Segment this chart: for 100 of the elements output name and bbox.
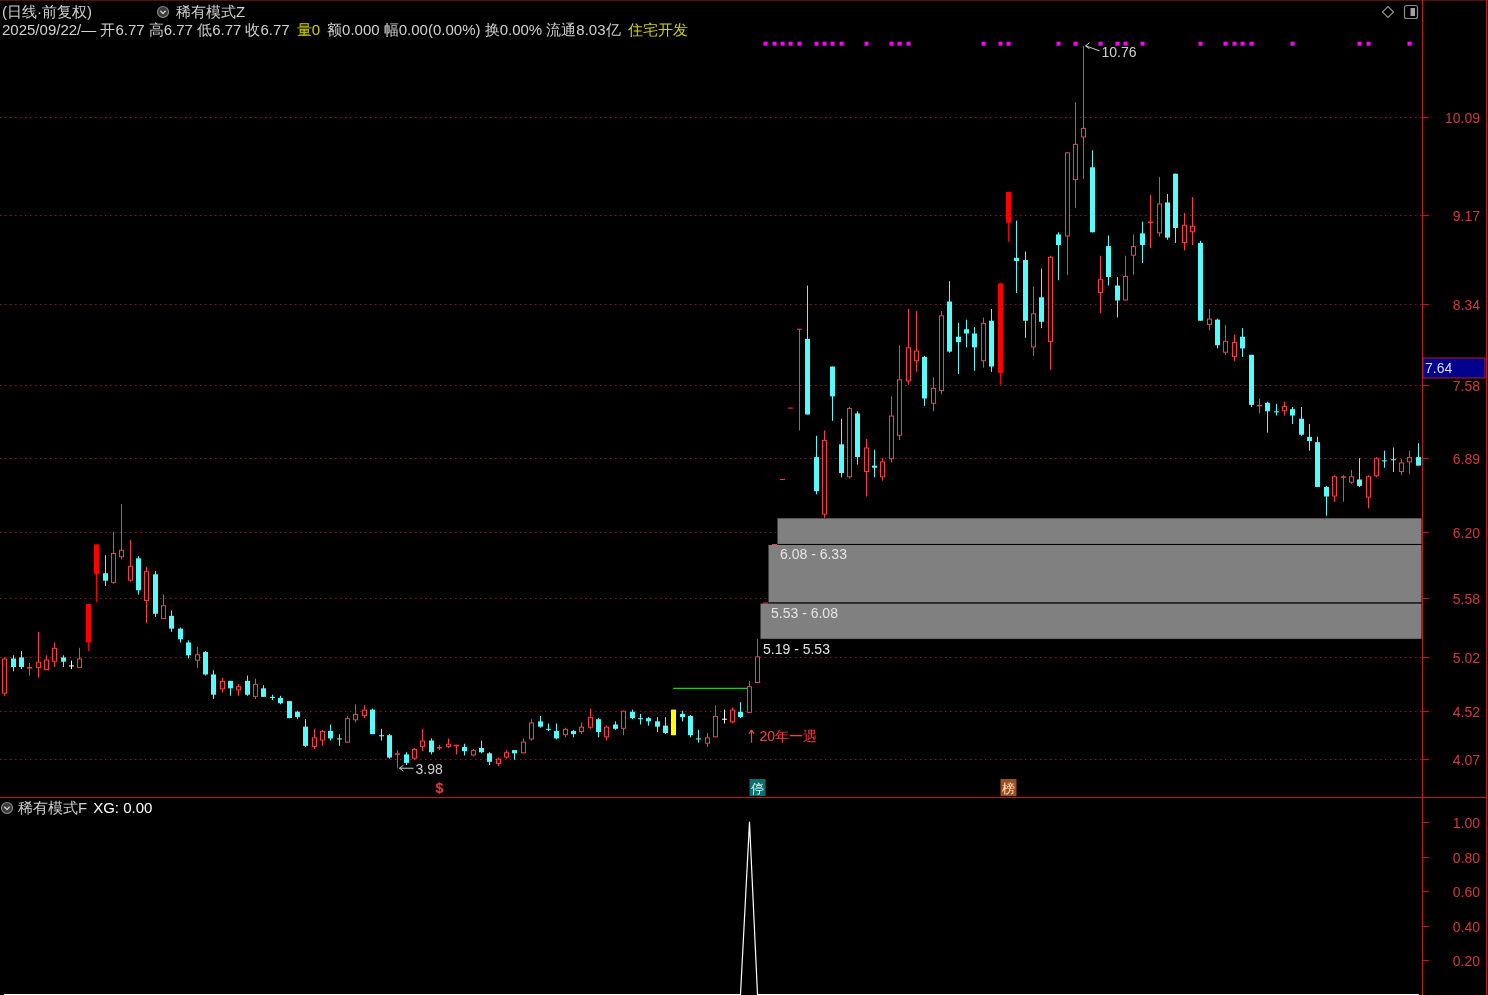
text: 7.64 xyxy=(1425,360,1453,376)
candlestick xyxy=(1240,327,1245,358)
annotation: 3.98 xyxy=(415,761,443,778)
y-tick-label: 1.00 xyxy=(1452,814,1481,831)
candlestick xyxy=(721,709,728,724)
candlestick xyxy=(956,322,961,375)
candlestick xyxy=(914,310,919,373)
candlestick xyxy=(1207,308,1212,331)
annotation: 稀有模式Z xyxy=(176,3,246,20)
text: 2025/09/22/— 开6.77 高6.77 低6.77 收6.77 xyxy=(2,21,290,38)
chart-title: (日线·前复权) xyxy=(2,3,92,20)
candlestick xyxy=(1014,220,1019,294)
candlestick xyxy=(345,715,350,744)
chart-title: 稀有模式F xyxy=(18,799,88,816)
candlestick xyxy=(337,733,342,747)
candlestick xyxy=(303,718,308,748)
candlestick xyxy=(128,539,133,583)
candlestick xyxy=(19,650,24,670)
candlestick xyxy=(161,594,166,620)
candlestick xyxy=(103,554,108,587)
candlestick xyxy=(696,729,701,744)
y-tick-label: 0.80 xyxy=(1452,849,1481,866)
candlestick xyxy=(1190,196,1195,246)
candlestick xyxy=(1223,324,1228,356)
candlestick xyxy=(529,718,534,742)
candlestick xyxy=(1407,450,1412,475)
y-tick-label: 7.58 xyxy=(1452,377,1481,394)
candlestick xyxy=(713,704,718,738)
candlestick xyxy=(864,438,869,498)
candlestick xyxy=(195,646,200,669)
candlestick xyxy=(1332,474,1337,503)
candlestick xyxy=(638,713,643,726)
candlestick xyxy=(621,710,626,736)
annotation: 20年一遇 xyxy=(759,727,818,744)
y-tick-label: 4.52 xyxy=(1452,703,1481,720)
candlestick xyxy=(353,703,358,723)
band-label: 6.08 - 6.33 xyxy=(780,546,848,563)
y-tick-label: 6.20 xyxy=(1452,524,1481,541)
candlestick xyxy=(1182,212,1187,251)
y-tick-label: 8.34 xyxy=(1452,296,1481,313)
candlestick xyxy=(1357,457,1362,488)
candlestick xyxy=(253,678,258,700)
y-tick-label: 5.58 xyxy=(1452,590,1481,607)
candlestick xyxy=(1148,194,1153,249)
annotation: 榜 xyxy=(1002,781,1015,796)
candlestick xyxy=(1265,401,1270,434)
candlestick xyxy=(964,319,969,348)
candlestick xyxy=(1341,474,1346,503)
candlestick xyxy=(1131,233,1136,276)
candlestick xyxy=(169,610,174,633)
candlestick xyxy=(420,728,425,752)
candlestick xyxy=(1391,447,1396,473)
candlestick xyxy=(1140,221,1145,264)
candlestick xyxy=(1324,485,1329,517)
candlestick xyxy=(203,650,208,677)
y-tick-label: 10.09 xyxy=(1444,109,1481,126)
band-label: 5.53 - 6.08 xyxy=(771,605,839,622)
candlestick xyxy=(1416,442,1421,467)
candlestick xyxy=(387,733,392,760)
candlestick xyxy=(1299,406,1304,437)
y-tick-label: 6.89 xyxy=(1452,450,1481,467)
candlestick xyxy=(379,728,384,742)
candlestick xyxy=(1098,255,1103,314)
candlestick xyxy=(688,714,693,738)
y-tick-label: 0.20 xyxy=(1452,952,1481,969)
candlestick xyxy=(588,708,593,730)
candlestick xyxy=(1374,456,1379,478)
candlestick xyxy=(596,717,601,738)
annotation: 停 xyxy=(751,781,764,796)
y-tick-label: 0.60 xyxy=(1452,883,1481,900)
candlestick xyxy=(972,326,977,372)
candlestick xyxy=(546,722,551,732)
candlestick xyxy=(1274,403,1279,417)
annotation: 住宅开发 xyxy=(626,21,688,38)
candlestick xyxy=(312,728,317,750)
candlestick xyxy=(1115,276,1120,319)
candlestick xyxy=(1232,334,1237,362)
candlestick xyxy=(931,376,936,412)
candlestick xyxy=(796,328,803,431)
candlestick xyxy=(186,639,191,659)
candlestick xyxy=(245,675,250,697)
annotation: 额0.000 幅0.00(0.00%) 换0.00% 流通8.03亿 xyxy=(327,21,621,38)
annotation: 量0 xyxy=(296,21,321,38)
candlestick xyxy=(1366,474,1371,509)
candlestick xyxy=(36,631,41,679)
candlestick xyxy=(119,503,124,560)
annotation: $ xyxy=(435,780,444,796)
candlestick xyxy=(211,669,216,700)
candlestick xyxy=(872,449,877,478)
y-tick-label: 5.02 xyxy=(1452,649,1481,666)
candlestick xyxy=(52,642,57,668)
y-tick-label: 0.40 xyxy=(1452,918,1481,935)
annotation: 10.76 xyxy=(1101,43,1137,60)
text: XG: 0.00 xyxy=(93,799,153,816)
candlestick xyxy=(1123,255,1128,301)
band-label: 5.19 - 5.53 xyxy=(763,641,831,658)
candlestick xyxy=(1056,231,1061,281)
candlestick xyxy=(1382,450,1387,469)
candlestick xyxy=(395,749,400,769)
candlestick xyxy=(1081,45,1086,180)
